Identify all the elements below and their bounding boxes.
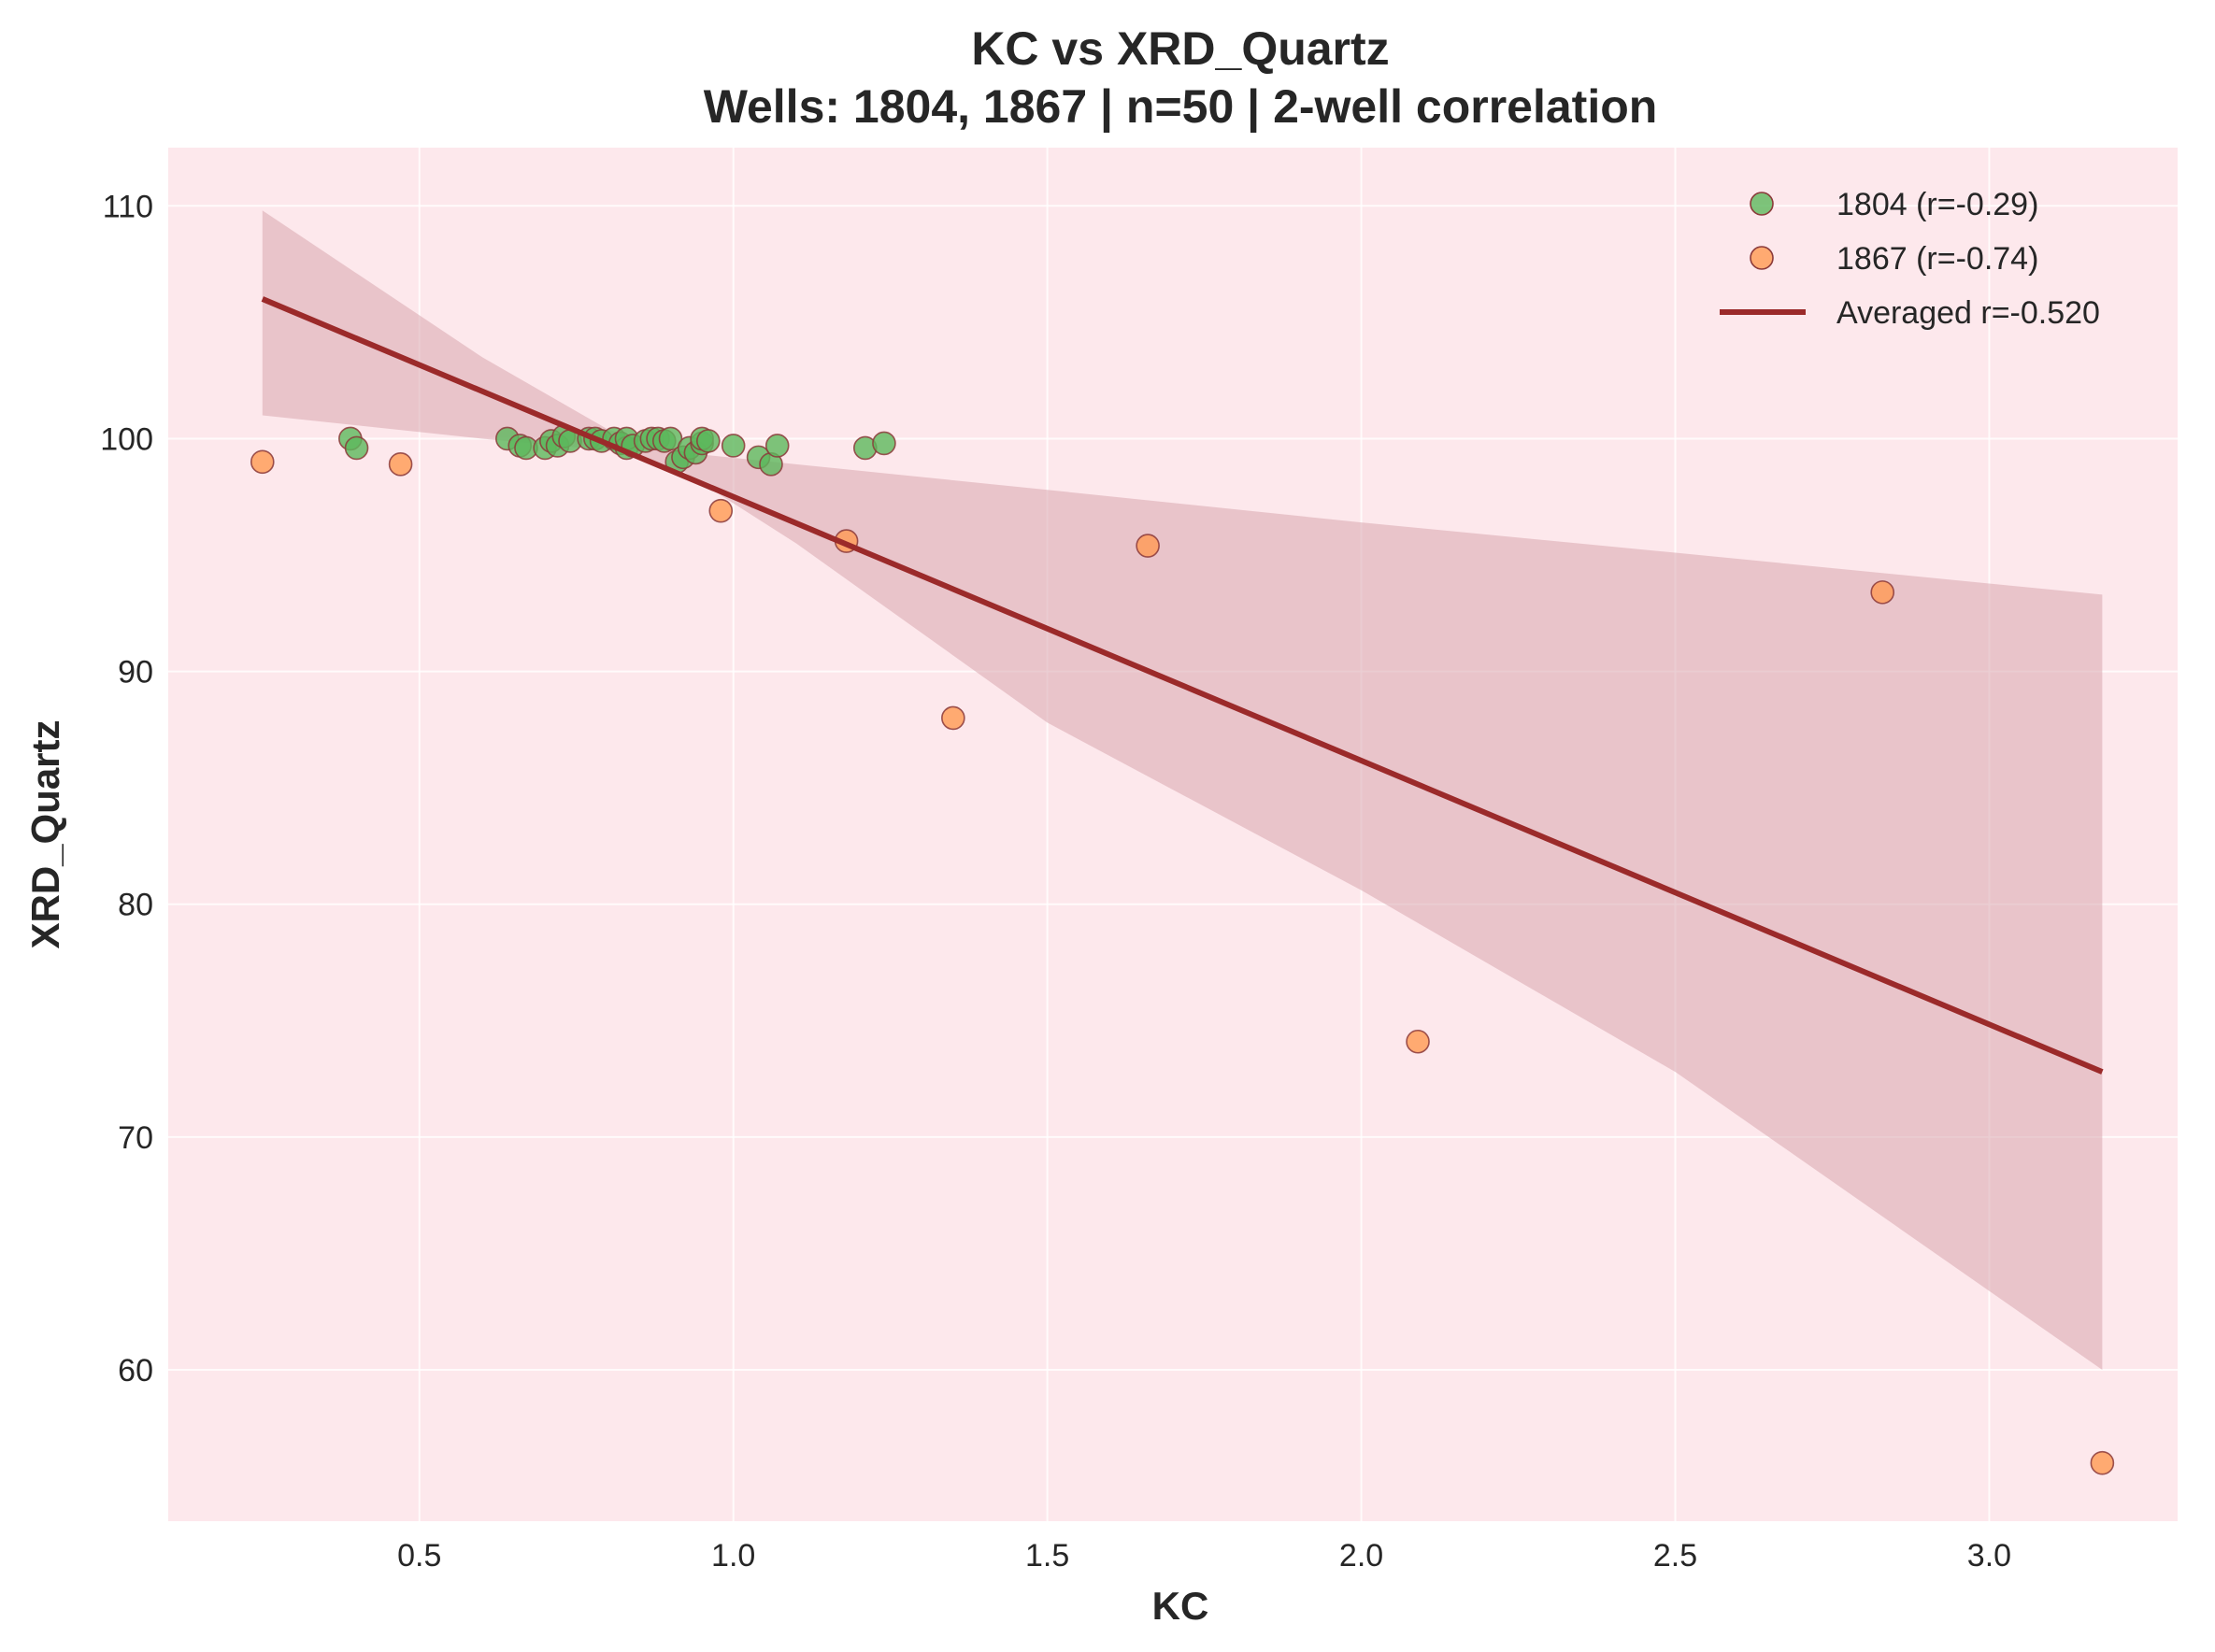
y-tick-label: 70 [118,1120,153,1156]
point-series-2 [1406,1029,1430,1054]
point-series-1 [721,434,746,458]
y-tick-label: 100 [100,421,153,457]
point-series-1 [344,435,369,461]
point-series-2 [1870,580,1895,605]
point-series-1 [696,429,721,453]
data-points-layer [250,424,2115,1475]
y-tick-label: 80 [118,888,153,923]
legend-marker [1750,246,1774,270]
point-series-1 [658,426,683,451]
legend-label: 1804 (r=-0.29) [1836,187,2038,222]
x-tick-label: 1.5 [1025,1538,1069,1574]
confidence-band-layer [262,210,2103,1371]
point-series-1 [765,434,790,458]
trend-line-layer [261,296,2104,1075]
y-axis-ticks: 60 70 80 90 100 110 [100,189,153,1389]
confidence-band [262,210,2103,1371]
trend-line [261,296,2104,1075]
point-series-2 [250,449,275,475]
legend-marker [1750,192,1774,216]
y-tick-label: 90 [118,655,153,691]
point-series-2 [708,498,734,523]
y-tick-label: 60 [118,1353,153,1389]
chart-title: KC vs XRD_Quartz [971,22,1389,75]
x-tick-label: 2.5 [1653,1538,1697,1574]
point-series-2 [2090,1450,2115,1475]
chart-subtitle: Wells: 1804, 1867 | n=50 | 2-well correl… [704,80,1658,134]
legend: 1804 (r=-0.29) 1867 (r=-0.74) Averaged r=-… [1720,187,2100,331]
legend-label: Averaged r=-0.520 [1836,295,2100,331]
point-series-2 [388,452,413,477]
x-tick-label: 1.0 [711,1538,755,1574]
point-series-2 [941,705,965,731]
y-axis-label: XRD_Quartz [23,719,67,948]
y-tick-label: 110 [103,189,153,224]
x-tick-label: 0.5 [397,1538,441,1574]
x-tick-label: 2.0 [1339,1538,1383,1574]
x-axis-label: KC [1152,1584,1209,1628]
point-series-1 [872,431,896,456]
x-axis-ticks: 0.5 1.0 1.5 2.0 2.5 3.0 [397,1538,2011,1574]
point-series-2 [1136,534,1160,558]
x-tick-label: 3.0 [1967,1538,2011,1574]
legend-label: 1867 (r=-0.74) [1836,241,2038,277]
